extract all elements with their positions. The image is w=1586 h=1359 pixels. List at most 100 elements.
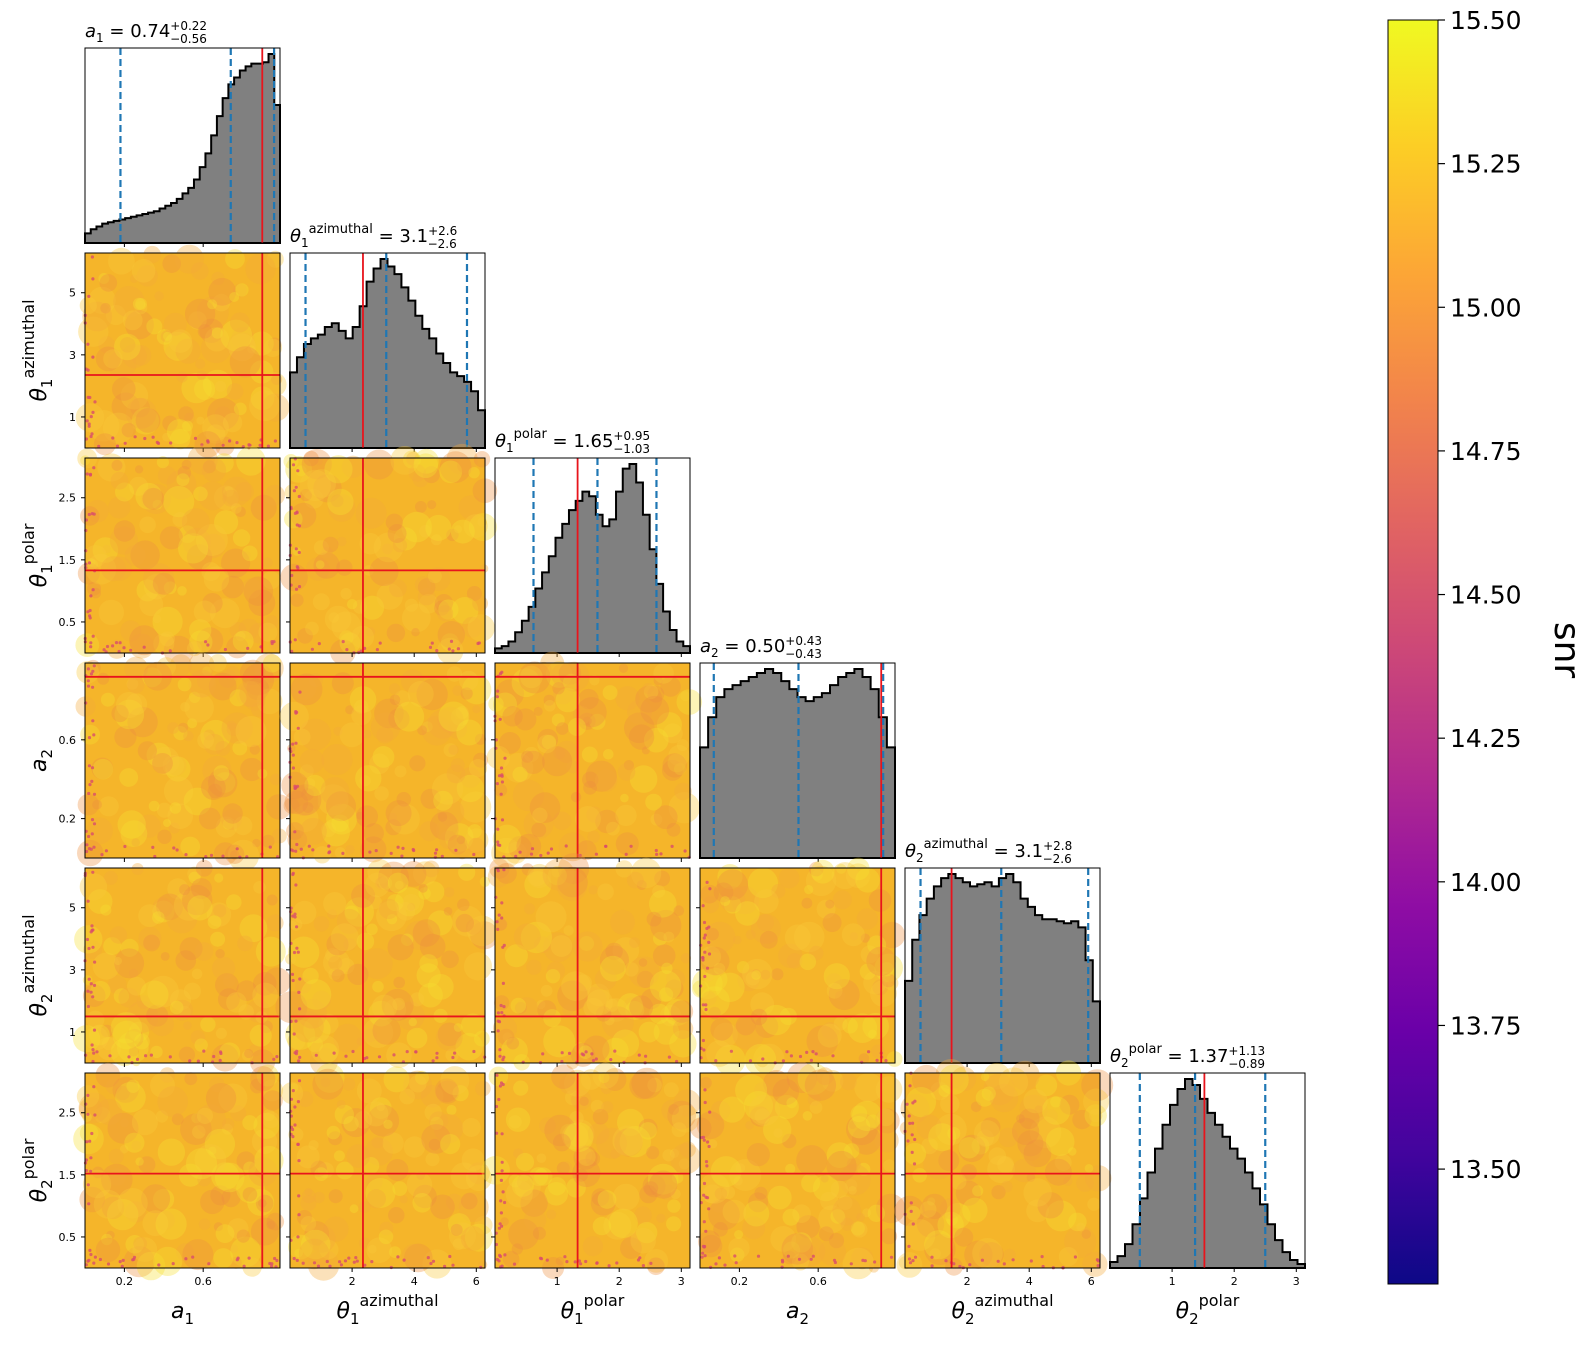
- scatter-point-low: [499, 1003, 503, 1008]
- scatter-blob: [131, 863, 144, 875]
- scatter-blob: [721, 1185, 736, 1199]
- scatter-blob: [138, 926, 162, 950]
- scatter-point-low: [89, 990, 93, 994]
- scatter-blob: [196, 296, 229, 329]
- scatter-blob: [79, 297, 97, 315]
- scatter-blob: [175, 950, 197, 971]
- scatter-point-low: [297, 1079, 302, 1083]
- scatter-blob: [374, 698, 404, 729]
- scatter-blob: [421, 1124, 451, 1154]
- scatter-blob: [222, 476, 252, 507]
- scatter-blob: [668, 1104, 679, 1115]
- scatter-blob: [456, 774, 485, 803]
- scatter-blob: [239, 914, 268, 943]
- scatter-blob: [578, 712, 596, 730]
- scatter-point-low: [909, 1209, 913, 1213]
- scatter-point-low: [104, 849, 108, 853]
- scatter-blob: [155, 1110, 169, 1123]
- scatter-blob: [1088, 1108, 1103, 1123]
- scatter-blob: [196, 627, 224, 655]
- scatter-blob: [700, 884, 719, 904]
- colorbar-tick-label: 14.25: [1450, 724, 1522, 753]
- scatter-point-low: [477, 641, 481, 645]
- scatter-blob: [582, 771, 599, 788]
- scatter-blob: [419, 821, 440, 842]
- scatter-blob: [366, 1173, 383, 1191]
- scatter-bg: [495, 663, 690, 858]
- scatter-blob: [409, 1074, 427, 1093]
- scatter-blob: [208, 277, 237, 306]
- scatter-blob: [458, 495, 483, 520]
- scatter-blob: [364, 872, 390, 898]
- scatter-blob: [233, 816, 253, 836]
- scatter-blob: [200, 1016, 216, 1033]
- scatter-point-low: [312, 1261, 317, 1265]
- scatter-blob: [473, 752, 489, 768]
- scatter-blob: [171, 1113, 184, 1126]
- scatter-blob: [1037, 1192, 1064, 1219]
- scatter-point-low: [363, 1263, 367, 1267]
- scatter-blob: [587, 1122, 610, 1145]
- scatter-blob: [575, 974, 592, 992]
- scatter-blob: [916, 1210, 945, 1238]
- scatter-blob: [258, 622, 278, 642]
- scatter-blob: [667, 753, 687, 773]
- scatter-blob: [393, 976, 406, 989]
- scatter-point-low: [228, 439, 232, 443]
- scatter-point-low: [355, 1259, 359, 1263]
- scatter-blob: [924, 1230, 954, 1260]
- scatter-point-low: [311, 848, 315, 852]
- scatter-blob: [378, 898, 399, 920]
- scatter-blob: [416, 678, 448, 711]
- scatter-point-low: [518, 850, 522, 854]
- scatter-blob: [133, 1236, 148, 1251]
- scatter-point-low: [498, 1084, 502, 1088]
- scatter-blob: [176, 473, 190, 487]
- scatter-point-low: [503, 1200, 507, 1205]
- scatter-blob: [754, 1014, 779, 1038]
- scatter-blob: [73, 1025, 101, 1053]
- scatter-blob: [187, 444, 218, 475]
- scatter-blob: [586, 989, 613, 1016]
- scatter-blob: [435, 818, 459, 842]
- scatter-point-low: [290, 573, 294, 578]
- scatter-blob: [78, 1092, 110, 1124]
- scatter-blob: [289, 1083, 299, 1093]
- scatter-blob: [308, 1225, 336, 1253]
- scatter-blob: [636, 1221, 658, 1244]
- scatter-point-low: [649, 1261, 653, 1265]
- scatter-blob: [86, 499, 109, 523]
- scatter-blob: [369, 1097, 392, 1119]
- scatter-blob: [235, 716, 267, 747]
- scatter-blob: [302, 967, 319, 985]
- scatter-blob: [112, 1020, 142, 1050]
- colorbar-gradient: [1387, 19, 1439, 1285]
- scatter-point-low: [530, 847, 535, 851]
- panel-frame: [84, 457, 281, 654]
- scatter-blob: [214, 873, 224, 883]
- scatter-blob: [87, 889, 113, 914]
- scatter-blob: [386, 623, 406, 643]
- scatter-blob: [248, 1044, 262, 1057]
- scatter-blob: [521, 750, 545, 775]
- y-tick-label: 5: [69, 287, 76, 300]
- scatter-blob: [1012, 1158, 1036, 1183]
- scatter-blob: [527, 863, 552, 889]
- scatter-point-low: [607, 1264, 611, 1268]
- scatter-blob: [520, 1189, 548, 1217]
- scatter-blob: [745, 929, 756, 940]
- scatter-blob: [198, 1218, 211, 1230]
- y-tick-label: 1.5: [59, 554, 77, 567]
- scatter-blob: [608, 1208, 638, 1239]
- scatter-blob: [453, 841, 471, 860]
- scatter-blob: [127, 706, 158, 738]
- scatter-blob: [106, 1230, 115, 1240]
- scatter-blob: [1023, 1088, 1048, 1114]
- scatter-blob: [116, 1031, 149, 1064]
- scatter-blob: [668, 792, 700, 824]
- scatter-blob: [818, 1205, 846, 1233]
- scatter-blob: [403, 1136, 426, 1158]
- scatter-blob: [195, 1104, 226, 1136]
- scatter-blob: [150, 1045, 163, 1059]
- scatter-blob: [1072, 1109, 1092, 1130]
